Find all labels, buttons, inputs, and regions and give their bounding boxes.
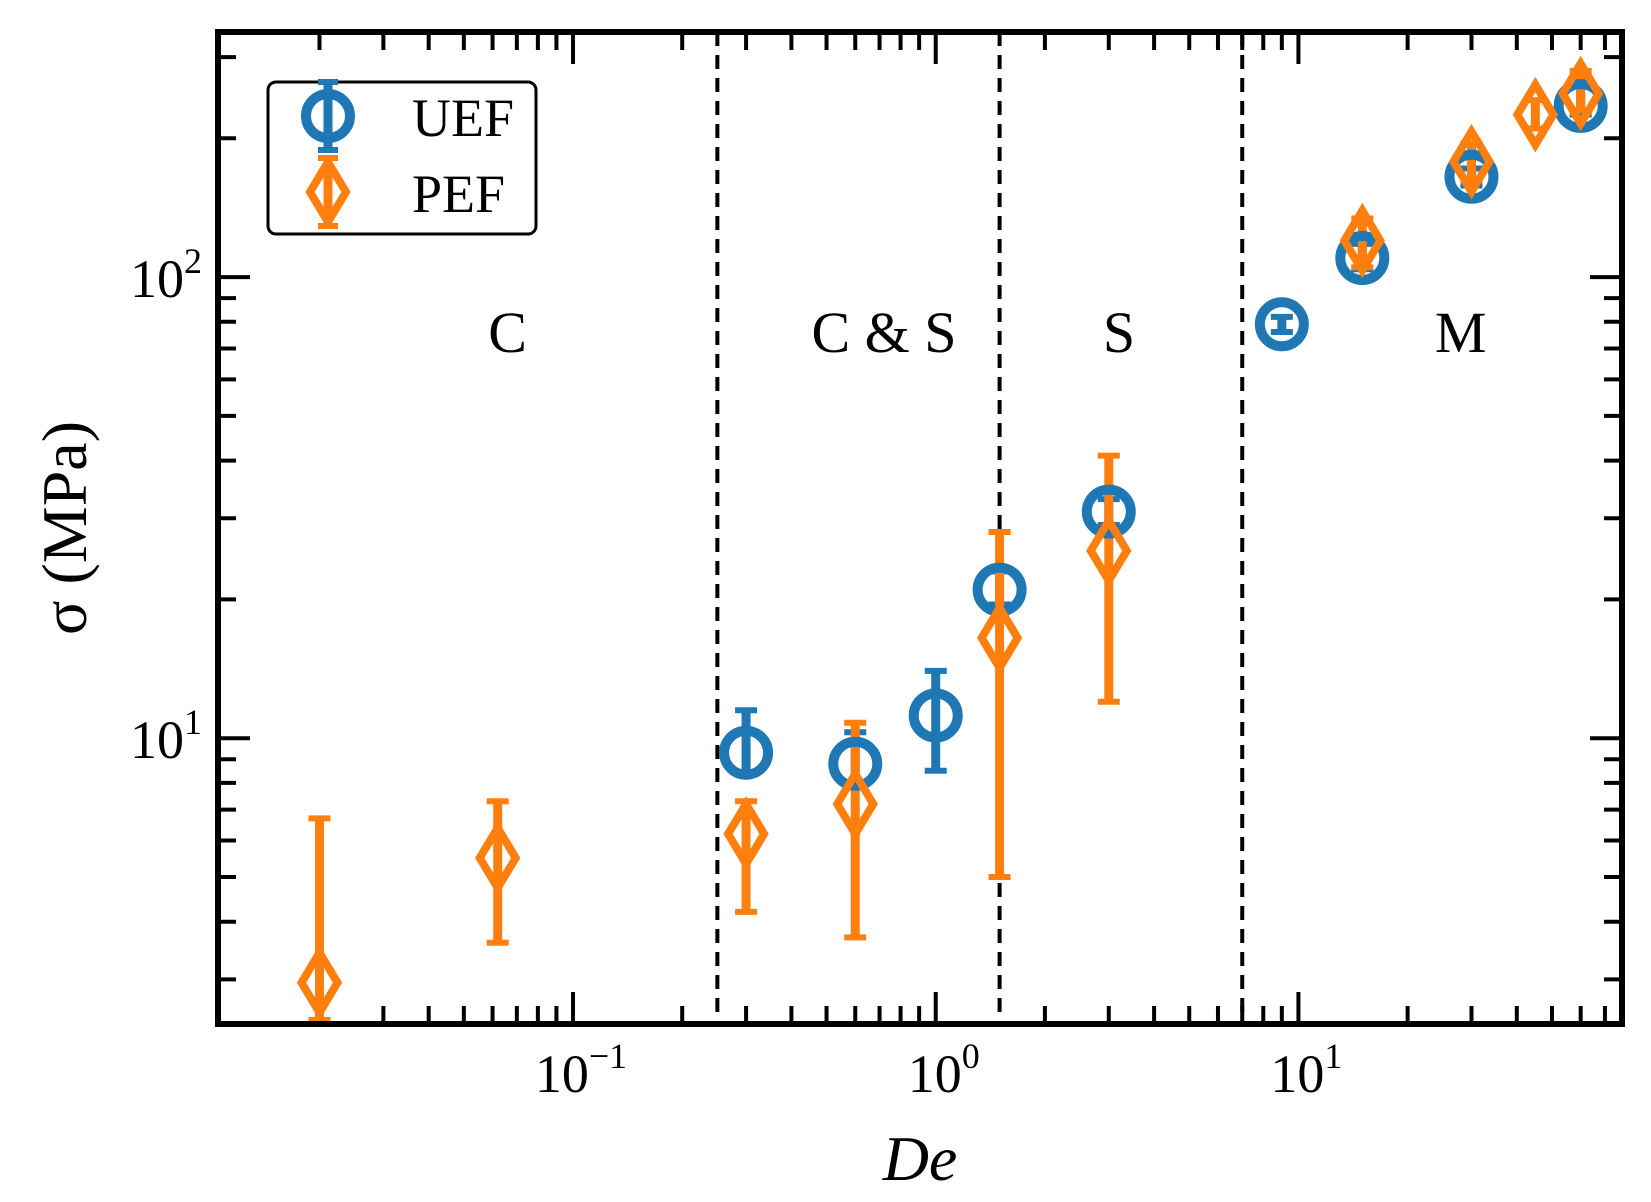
uef-point xyxy=(1254,297,1309,352)
pef-point xyxy=(1512,76,1559,153)
pef-point xyxy=(475,820,521,896)
x-tick-label-exponent: −1 xyxy=(589,1036,627,1076)
legend: UEF PEF xyxy=(266,79,538,236)
region-label-c: C xyxy=(488,300,527,365)
x-tick-label: 101 xyxy=(1270,1036,1342,1104)
x-tick-label: 10−1 xyxy=(535,1036,627,1104)
uef-point xyxy=(1335,230,1390,285)
uef-point xyxy=(719,725,774,780)
pef-point xyxy=(976,600,1023,676)
pef-point xyxy=(296,944,343,1021)
uef-point xyxy=(908,688,963,743)
pef-point xyxy=(1448,123,1495,200)
x-tick-label-mantissa: 10 xyxy=(908,1044,962,1104)
plot-frame xyxy=(215,29,1625,1027)
y-tick-label-mantissa: 10 xyxy=(130,249,184,309)
legend-uef-label: UEF xyxy=(412,88,514,148)
region-label-s: S xyxy=(1103,300,1135,365)
pef-point xyxy=(723,796,769,872)
y-tick-label-mantissa: 10 xyxy=(130,710,184,770)
x-tick-label-exponent: 1 xyxy=(1324,1036,1342,1076)
pef-point xyxy=(832,766,878,842)
region-label-m: M xyxy=(1435,300,1487,365)
y-tick-label-exponent: 1 xyxy=(184,702,202,742)
legend-box xyxy=(266,80,538,236)
pef-point xyxy=(1558,55,1604,132)
y-tick-label: 101 xyxy=(130,702,202,770)
y-tick-label: 102 xyxy=(130,241,202,309)
regime-divider-lines xyxy=(715,32,1245,1024)
pef-point xyxy=(1339,202,1385,279)
uef-point xyxy=(828,736,883,791)
y-tick-label-exponent: 2 xyxy=(184,241,202,281)
uef-point xyxy=(1081,484,1136,539)
x-tick-label-exponent: 0 xyxy=(962,1036,980,1076)
x-tick-label-mantissa: 10 xyxy=(535,1044,589,1104)
legend-uef-marker xyxy=(301,89,355,143)
x-axis-label: De xyxy=(882,1123,958,1194)
region-label-c-s: C & S xyxy=(811,300,956,365)
data-markers xyxy=(296,55,1608,1021)
pef-point xyxy=(1086,512,1132,589)
legend-pef-label: PEF xyxy=(412,164,505,224)
legend-pef-marker xyxy=(305,154,351,230)
x-tick-label-mantissa: 10 xyxy=(1270,1044,1324,1104)
y-axis-label: σ (MPa) xyxy=(29,421,100,635)
x-tick-label: 100 xyxy=(908,1036,980,1104)
